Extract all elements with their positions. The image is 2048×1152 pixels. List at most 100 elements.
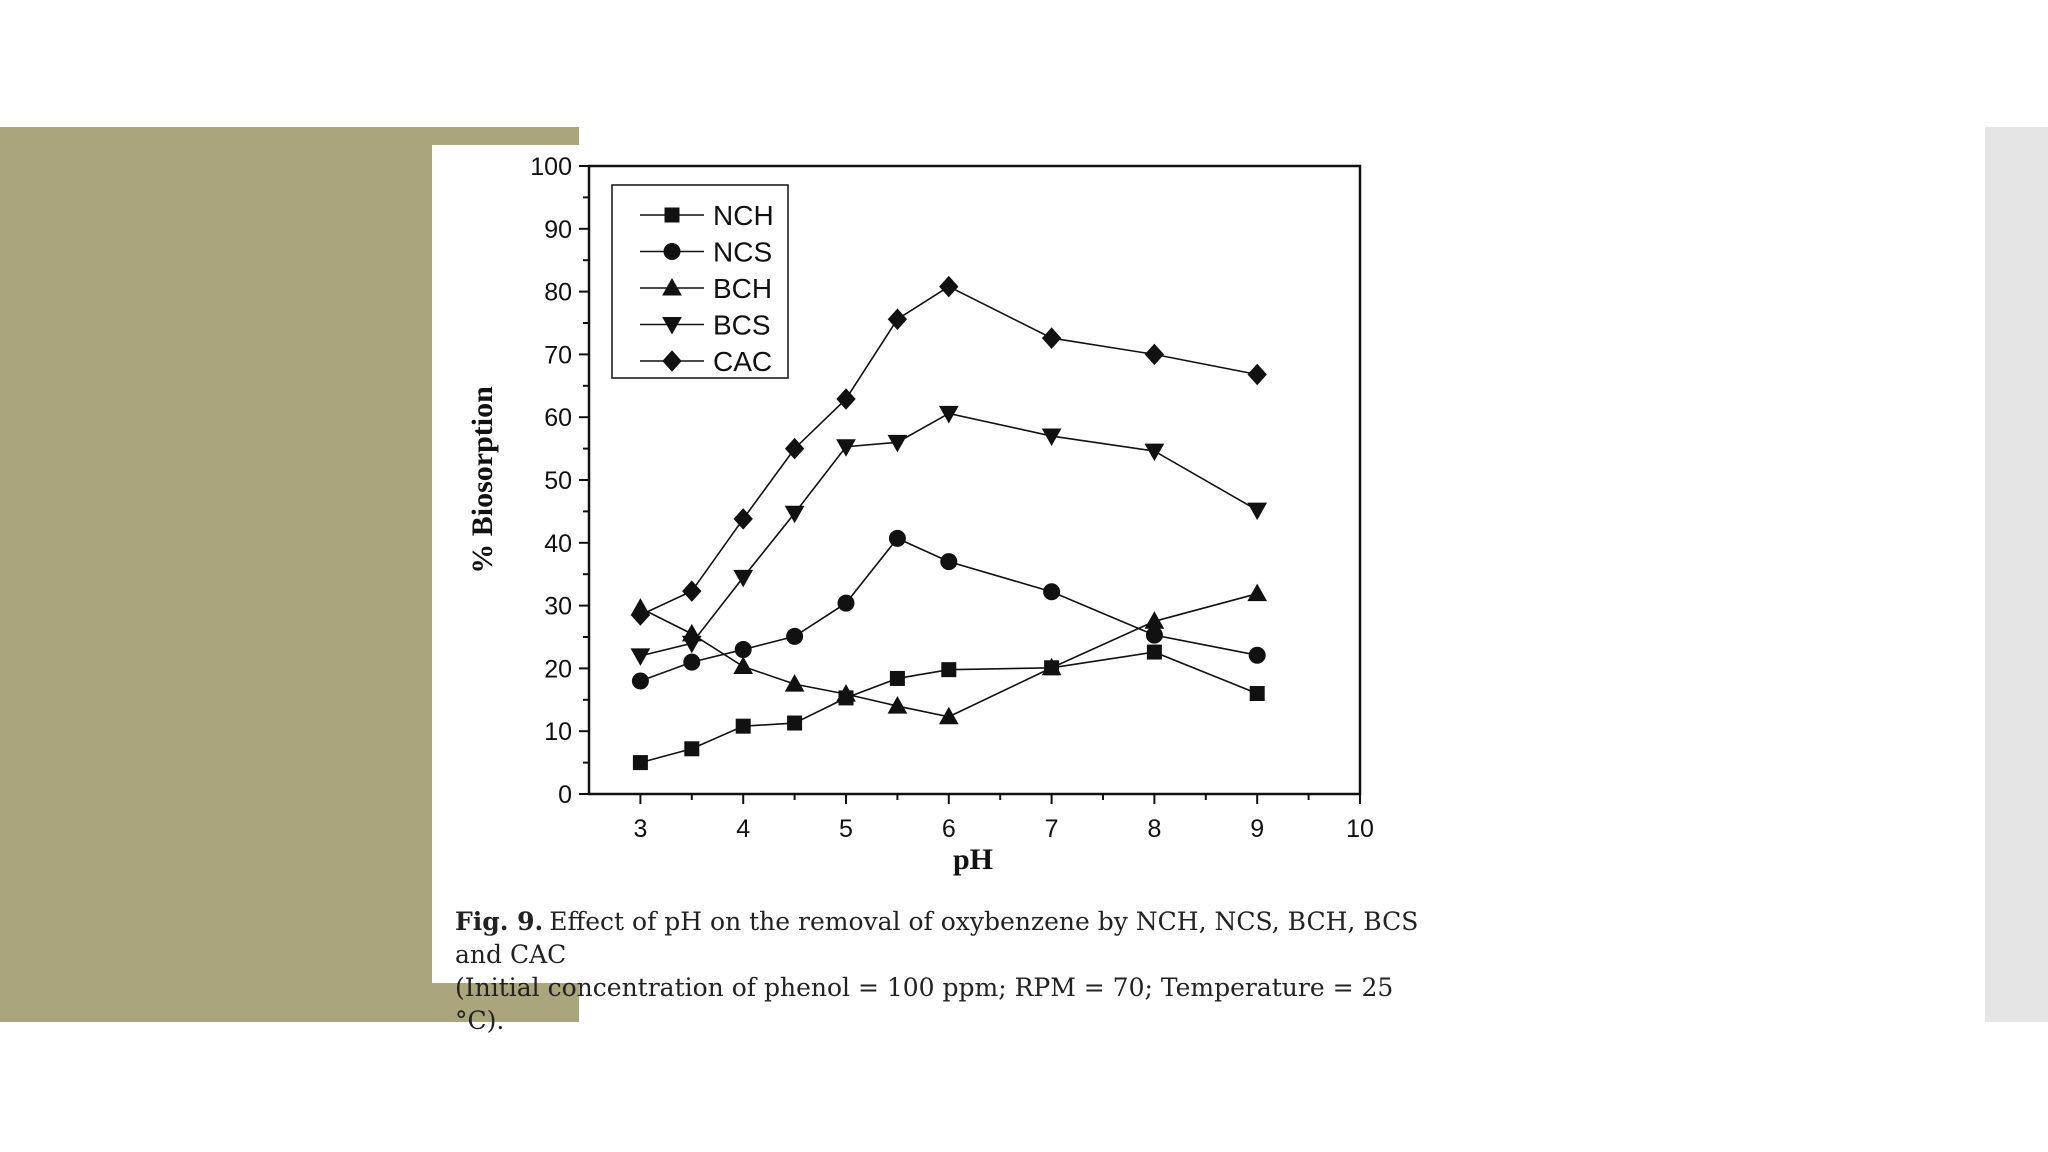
caption-label: Fig. 9. (455, 907, 544, 936)
caption-line-2: (Initial concentration of phenol = 100 p… (455, 973, 1394, 1035)
data-point-nch (684, 741, 700, 757)
y-tick-label: 20 (544, 655, 572, 683)
y-tick-label: 0 (558, 781, 572, 809)
series-cac (630, 275, 1267, 626)
x-tick-label: 4 (736, 815, 750, 843)
data-point-bcs (887, 434, 908, 453)
data-point-ncs (888, 529, 906, 547)
caption-line-1: Fig. 9. Effect of pH on the removal of ox… (455, 905, 1435, 971)
legend-marker-nch (664, 207, 680, 223)
series-ncs (631, 529, 1266, 690)
legend-marker-cac (662, 350, 682, 372)
series-line-cac (640, 285, 1258, 616)
data-point-bcs (836, 439, 856, 457)
data-point-ncs (1043, 583, 1061, 601)
data-point-bcs (630, 648, 651, 666)
caption-text-1: Effect of pH on the removal of oxybenzen… (455, 907, 1419, 969)
legend: NCH NCS BCH BCS CAC (611, 184, 789, 379)
data-point-bcs (681, 635, 702, 654)
data-point-cac (836, 388, 856, 410)
data-point-bch (1144, 611, 1165, 629)
series-line-bch (640, 592, 1258, 718)
data-point-bcs (938, 405, 959, 424)
y-tick-label: 10 (544, 718, 572, 746)
series-nch (632, 644, 1265, 771)
data-point-bcs (1247, 502, 1268, 521)
data-point-ncs (683, 653, 701, 671)
y-axis-ticks: 0 10 20 30 40 50 60 70 80 90 100 (530, 153, 589, 809)
data-point-ncs (734, 641, 752, 659)
legend-label-cac: CAC (713, 346, 772, 377)
series-bcs (630, 405, 1268, 666)
y-tick-label: 30 (544, 593, 572, 621)
legend-marker-bcs (662, 317, 682, 335)
data-point-nch (632, 755, 648, 771)
y-tick-label: 80 (544, 279, 572, 307)
data-point-bch (784, 674, 805, 692)
data-point-ncs (631, 672, 649, 690)
data-point-nch (1146, 644, 1162, 660)
x-tick-label: 10 (1346, 815, 1374, 843)
y-tick-label: 90 (544, 216, 572, 244)
legend-marker-bch (662, 277, 682, 296)
data-point-nch (889, 670, 905, 686)
data-point-nch (735, 718, 751, 734)
series-bch (630, 583, 1268, 725)
figure-caption: Fig. 9. Effect of pH on the removal of ox… (455, 905, 1435, 1037)
data-point-bch (938, 706, 959, 725)
data-point-bcs (1041, 428, 1062, 447)
x-tick-label: 8 (1147, 815, 1161, 843)
legend-item-bcs: BCS (640, 310, 771, 341)
x-tick-label: 9 (1250, 815, 1264, 843)
y-axis-title: % Biosorption (466, 386, 499, 574)
data-point-ncs (1145, 626, 1163, 644)
legend-label-nch: NCH (713, 200, 774, 231)
data-point-nch (1249, 686, 1265, 702)
x-tick-label: 5 (839, 815, 853, 843)
data-point-cac (1041, 327, 1062, 349)
data-point-bch (887, 696, 908, 714)
data-point-cac (887, 308, 908, 330)
legend-marker-ncs (663, 243, 681, 260)
x-axis-title: pH (953, 843, 993, 876)
legend-item-bch: BCH (640, 273, 772, 304)
right-gray-strip (1985, 127, 2048, 1022)
series-line-ncs (640, 537, 1258, 682)
biosorption-chart: 3 4 5 6 7 8 9 10 0 10 20 30 40 50 60 70 80 90 100 pH % Bi… (466, 153, 1374, 876)
data-point-bcs (733, 569, 754, 588)
x-tick-label: 6 (942, 815, 956, 843)
series-line-bcs (640, 412, 1258, 657)
y-tick-label: 100 (530, 153, 572, 181)
data-point-cac (1144, 343, 1165, 366)
legend-label-bcs: BCS (713, 310, 771, 341)
y-tick-label: 50 (544, 467, 572, 495)
data-point-cac (682, 580, 702, 602)
data-point-cac (784, 437, 805, 460)
y-tick-label: 70 (544, 341, 572, 369)
legend-box (611, 184, 789, 379)
series-line-nch (640, 651, 1258, 764)
y-tick-label: 40 (544, 530, 572, 558)
data-point-cac (1247, 363, 1267, 386)
x-tick-label: 7 (1045, 815, 1059, 843)
data-point-bch (1041, 657, 1062, 676)
data-point-nch (787, 715, 803, 731)
data-point-ncs (1248, 646, 1266, 664)
data-point-ncs (940, 553, 958, 571)
legend-item-cac: CAC (640, 346, 772, 377)
data-point-bch (733, 656, 754, 675)
data-point-bch (836, 684, 856, 702)
legend-item-nch: NCH (640, 200, 774, 231)
data-point-cac (630, 604, 651, 626)
data-point-bch (1247, 583, 1268, 602)
data-point-ncs (837, 594, 855, 612)
data-point-ncs (786, 627, 804, 645)
data-point-bcs (1144, 443, 1165, 462)
x-axis-ticks: 3 4 5 6 7 8 9 10 (633, 794, 1374, 843)
data-point-cac (939, 275, 959, 298)
legend-label-bch: BCH (713, 273, 772, 304)
figure-card: 3 4 5 6 7 8 9 10 0 10 20 30 40 50 60 70 80 90 100 pH % Bi… (432, 145, 1444, 1035)
legend-item-ncs: NCS (640, 237, 772, 268)
data-point-cac (733, 508, 753, 530)
y-tick-label: 60 (544, 404, 572, 432)
